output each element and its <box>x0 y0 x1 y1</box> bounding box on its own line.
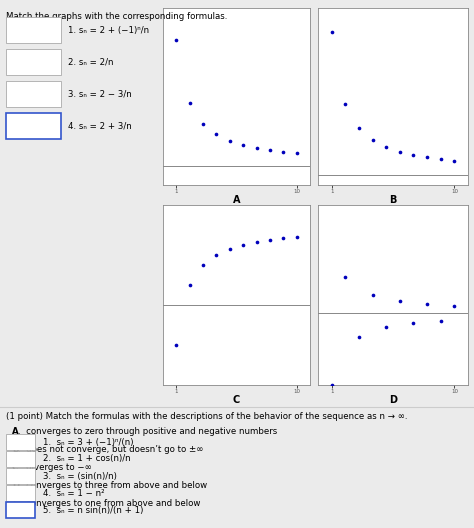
Point <box>437 155 445 164</box>
Point <box>293 233 301 241</box>
Text: 2.  sₙ = 1 + cos(n)/n: 2. sₙ = 1 + cos(n)/n <box>43 455 131 464</box>
Text: .  converges to three from above and below: . converges to three from above and belo… <box>18 482 207 491</box>
Point <box>280 234 287 242</box>
Text: ?: ? <box>10 58 14 67</box>
Point <box>328 381 336 389</box>
Text: A: A <box>12 428 18 437</box>
Text: ∨: ∨ <box>30 91 35 97</box>
Text: ∨: ∨ <box>30 60 35 64</box>
Text: 4. sₙ = 2 + 3/n: 4. sₙ = 2 + 3/n <box>68 121 131 130</box>
Text: C: C <box>12 464 18 473</box>
Point <box>396 147 403 156</box>
Point <box>226 137 234 145</box>
Text: D: D <box>389 394 397 404</box>
Point <box>239 241 247 249</box>
Text: 1.  sₙ = 3 + (−1)ⁿ/(n): 1. sₙ = 3 + (−1)ⁿ/(n) <box>43 438 134 447</box>
Point <box>280 148 287 156</box>
Point <box>383 323 390 332</box>
Text: 2. sₙ = 2/n: 2. sₙ = 2/n <box>68 58 113 67</box>
Text: (1 point) Match the formulas with the descriptions of the behavior of the sequen: (1 point) Match the formulas with the de… <box>6 412 408 421</box>
Point <box>341 273 349 281</box>
Point <box>173 35 180 44</box>
Point <box>213 130 220 139</box>
Text: B: B <box>389 194 397 204</box>
Point <box>451 301 458 310</box>
Text: B: B <box>12 446 18 455</box>
Text: ∨: ∨ <box>30 124 35 128</box>
Point <box>199 120 207 128</box>
Text: 1. sₙ = 2 + (−1)ⁿ/n: 1. sₙ = 2 + (−1)ⁿ/n <box>68 25 149 34</box>
Point <box>186 99 193 107</box>
Point <box>186 281 193 289</box>
Point <box>253 238 260 247</box>
Text: Match the graphs with the corresponding formulas.: Match the graphs with the corresponding … <box>6 12 228 21</box>
Point <box>266 236 273 244</box>
Text: E: E <box>12 499 18 508</box>
Point <box>383 143 390 151</box>
Text: ∨: ∨ <box>30 27 35 33</box>
Point <box>341 99 349 108</box>
Text: C: C <box>233 394 240 404</box>
Point <box>173 341 180 349</box>
Point <box>253 144 260 152</box>
Text: .  diverges to −∞: . diverges to −∞ <box>18 464 92 473</box>
Point <box>369 291 376 299</box>
Text: ?: ? <box>10 121 14 130</box>
Point <box>369 135 376 144</box>
Text: .  converges to zero through positive and negative numbers: . converges to zero through positive and… <box>18 428 277 437</box>
Text: 3. sₙ = 2 − 3/n: 3. sₙ = 2 − 3/n <box>68 90 131 99</box>
Text: ?: ? <box>10 90 14 99</box>
Text: A: A <box>233 194 240 204</box>
Point <box>355 124 363 132</box>
Point <box>410 319 417 327</box>
Point <box>226 245 234 253</box>
Text: .  converges to one from above and below: . converges to one from above and below <box>18 499 201 508</box>
Text: D: D <box>12 482 19 491</box>
Point <box>423 153 431 162</box>
Text: 4.  sₙ = 1 − n²: 4. sₙ = 1 − n² <box>43 488 105 497</box>
Point <box>451 157 458 165</box>
Point <box>213 251 220 259</box>
Point <box>239 141 247 149</box>
Text: 5.  sₙ = n sin(n)/(n + 1): 5. sₙ = n sin(n)/(n + 1) <box>43 505 144 514</box>
Text: .  does not converge, but doesn’t go to ±∞: . does not converge, but doesn’t go to ±… <box>18 446 203 455</box>
Point <box>293 149 301 158</box>
Point <box>266 146 273 155</box>
Point <box>199 261 207 269</box>
Point <box>423 300 431 308</box>
Point <box>410 150 417 159</box>
Text: 3.  sₙ = (sin(n)/n): 3. sₙ = (sin(n)/n) <box>43 472 117 480</box>
Point <box>437 317 445 325</box>
Point <box>328 27 336 36</box>
Text: ?: ? <box>10 25 14 34</box>
Point <box>355 333 363 341</box>
Point <box>396 297 403 305</box>
